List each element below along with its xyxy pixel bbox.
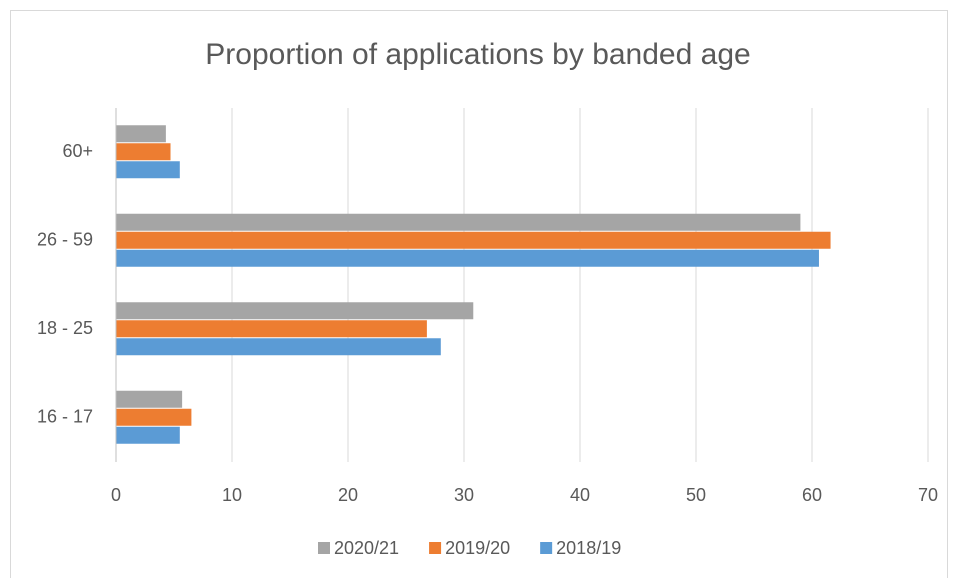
legend-swatch — [318, 542, 330, 554]
y-tick-label: 60+ — [62, 141, 93, 161]
x-tick-label: 0 — [111, 485, 121, 505]
chart-title: Proportion of applications by banded age — [205, 38, 750, 71]
y-tick-label: 26 - 59 — [37, 230, 93, 250]
x-tick-label: 50 — [686, 485, 706, 505]
bar — [116, 125, 166, 143]
x-tick-label: 20 — [338, 485, 358, 505]
legend-swatch — [540, 542, 553, 554]
x-tick-label: 30 — [454, 485, 474, 505]
bar — [116, 213, 801, 231]
bar — [116, 143, 171, 161]
chart-border — [10, 10, 948, 578]
x-tick-label: 40 — [570, 485, 590, 505]
bar — [116, 426, 180, 444]
legend-swatch — [429, 542, 442, 554]
bar — [116, 320, 427, 338]
bar — [116, 390, 183, 408]
x-tick-label: 60 — [802, 485, 822, 505]
x-tick-label: 70 — [918, 485, 938, 505]
bar — [116, 338, 441, 356]
bar — [116, 249, 819, 267]
bar — [116, 302, 474, 320]
y-tick-label: 18 - 25 — [37, 318, 93, 338]
y-tick-label: 16 - 17 — [37, 407, 93, 427]
bar — [116, 161, 180, 179]
bar — [116, 408, 192, 426]
legend-label: 2019/20 — [445, 538, 510, 558]
bar — [116, 231, 831, 249]
x-tick-label: 10 — [222, 485, 242, 505]
legend-label: 2020/21 — [334, 538, 399, 558]
legend-label: 2018/19 — [556, 538, 621, 558]
